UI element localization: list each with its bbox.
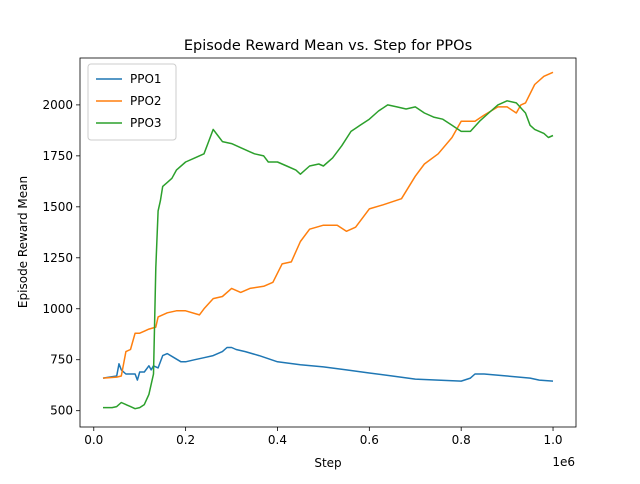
x-tick-label: 0.0 (84, 433, 103, 447)
y-tick-label: 1000 (42, 302, 73, 316)
plot-frame (79, 57, 577, 428)
x-tick-label: 1.0 (543, 433, 562, 447)
y-tick-label: 1250 (42, 251, 73, 265)
series-line-ppo2 (102, 71, 554, 379)
y-tick-label: 1750 (42, 149, 73, 163)
y-tick-label: 2000 (42, 98, 73, 112)
x-axis-offset-label: 1e6 (552, 455, 575, 469)
y-tick-label: 500 (50, 404, 73, 418)
x-tick-label: 0.4 (268, 433, 287, 447)
x-axis-label: Step (314, 456, 341, 470)
y-tick-label: 750 (50, 353, 73, 367)
series-lines (102, 71, 554, 410)
legend-label-ppo2: PPO2 (130, 94, 162, 108)
y-axis-label: Episode Reward Mean (16, 176, 30, 308)
x-tick-label: 0.6 (360, 433, 379, 447)
chart-title: Episode Reward Mean vs. Step for PPOs (184, 38, 472, 54)
x-tick-label: 0.2 (176, 433, 195, 447)
series-line-ppo3 (103, 100, 554, 410)
series-line-ppo1 (102, 346, 554, 382)
legend: PPO1 PPO2 PPO3 (87, 63, 177, 141)
legend-label-ppo3: PPO3 (130, 116, 162, 130)
y-tick-label: 1500 (42, 200, 73, 214)
axes: 0.0 0.2 0.4 0.6 0.8 1.0 500 750 1000 1250 1500 1750… (42, 57, 577, 447)
legend-box (87, 63, 177, 141)
legend-label-ppo1: PPO1 (130, 72, 162, 86)
x-tick-label: 0.8 (452, 433, 471, 447)
